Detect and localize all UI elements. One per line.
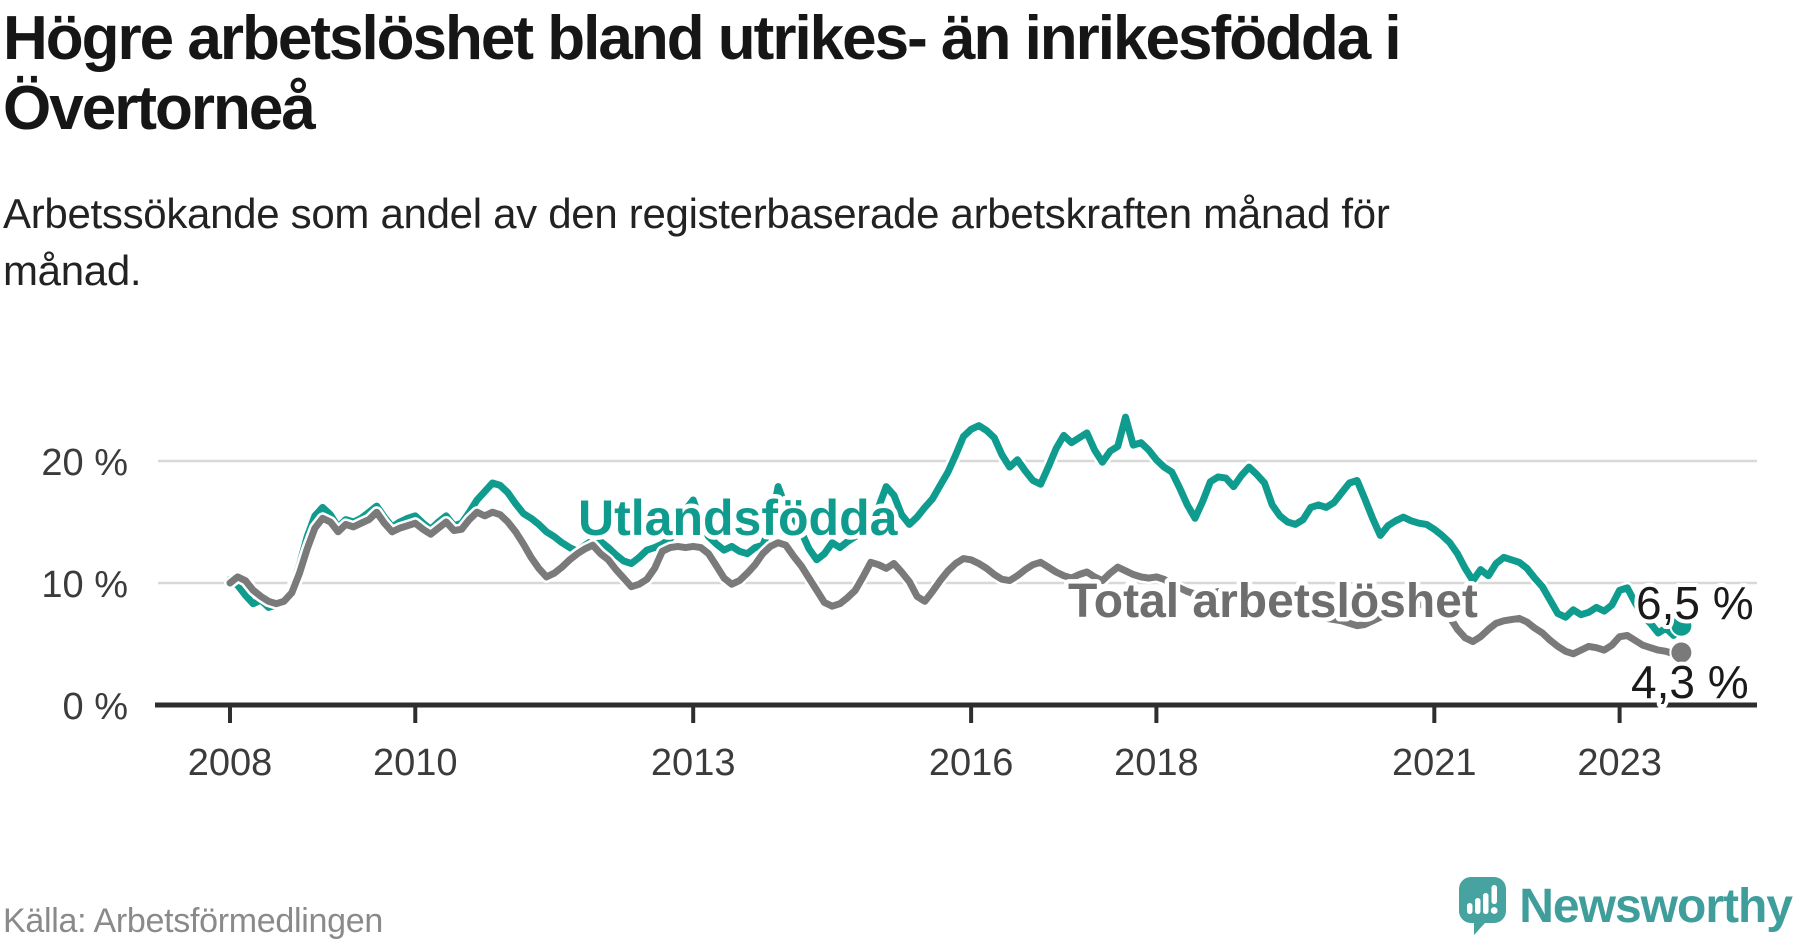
series-line-0 [226, 413, 1685, 639]
series-end-value-1: 4,3 % [1631, 656, 1749, 708]
x-tick-label-2016: 2016 [929, 742, 1014, 784]
logo-exclamation-bar [1491, 885, 1498, 904]
series-label-1: Total arbetslöshet [1068, 575, 1478, 628]
series-end-dot-1 [1669, 640, 1694, 665]
page-title: Högre arbetslöshet bland utrikes- än inr… [3, 4, 1793, 144]
logo-exclamation-dot [1491, 907, 1498, 914]
logo-bar-3 [1483, 893, 1489, 914]
x-tick-label-2008: 2008 [188, 742, 273, 784]
x-tick-label-2010: 2010 [373, 742, 458, 784]
source-note: Källa: Arbetsförmedlingen [3, 902, 383, 940]
title-line-2: Övertorneå [3, 74, 316, 144]
y-tick-label-0: 0 % [63, 686, 128, 728]
x-tick-label-2021: 2021 [1392, 742, 1477, 784]
newsworthy-bubble-icon [1459, 877, 1507, 935]
series-end-value-0: 6,5 % [1636, 577, 1754, 629]
y-tick-label-20: 20 % [41, 442, 128, 484]
logo-bar-1 [1467, 903, 1473, 914]
x-tick-label-2018: 2018 [1114, 742, 1199, 784]
x-tick-label-2013: 2013 [651, 742, 736, 784]
series-end-dot-0 [1669, 613, 1694, 638]
series-line-1 [226, 508, 1685, 658]
series-label-0: Utlandsfödda [578, 490, 899, 546]
logo-bar-2 [1475, 898, 1481, 914]
newsworthy-wordmark: Newsworthy [1519, 880, 1793, 933]
newsworthy-logo: Newsworthy [1458, 876, 1793, 937]
title-line-1: Högre arbetslöshet bland utrikes- än inr… [3, 4, 1402, 73]
x-tick-label-2023: 2023 [1577, 742, 1662, 784]
chart-subtitle: Arbetssökande som andel av den registerb… [3, 190, 1390, 294]
y-tick-label-10: 10 % [41, 564, 128, 606]
